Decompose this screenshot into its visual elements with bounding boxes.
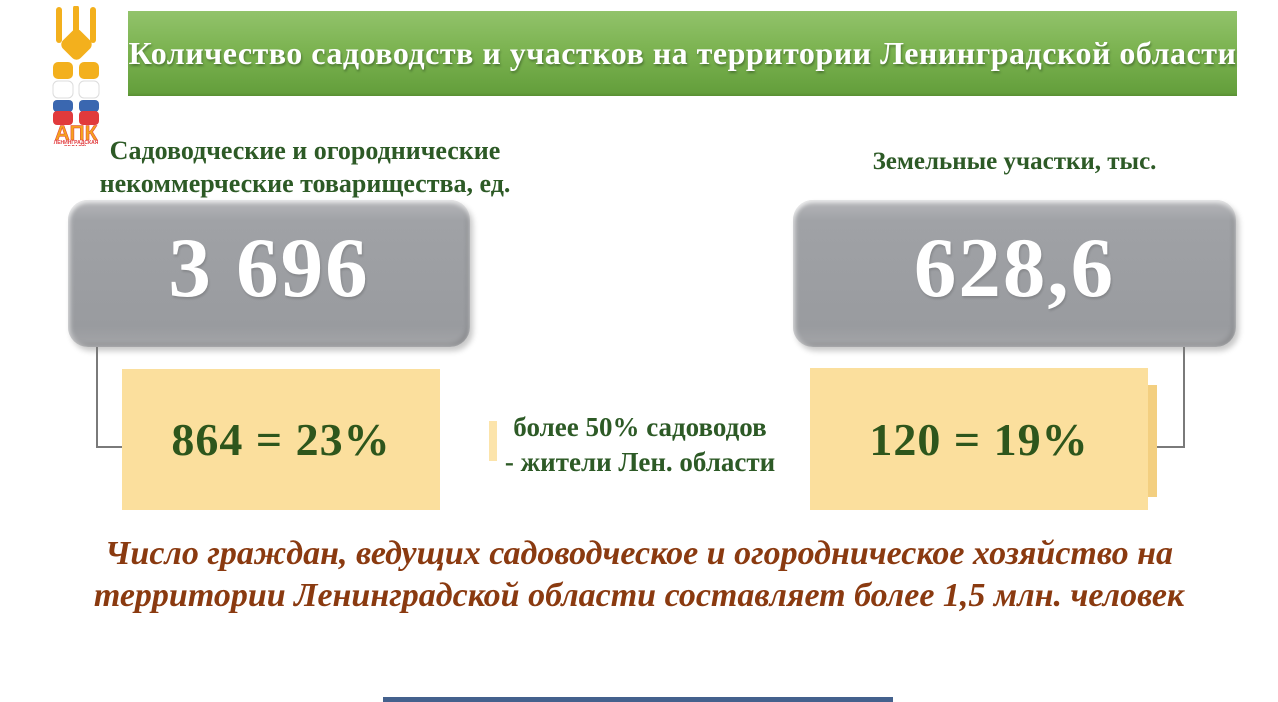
right-value: 628,6: [913, 220, 1116, 315]
center-note-line2: - жители Лен. области: [504, 447, 776, 478]
footer-note-line1: Число граждан, ведущих садоводческое и о…: [105, 535, 1173, 572]
footer-note: Число граждан, ведущих садоводческое и о…: [89, 533, 1189, 617]
center-note: более 50% садоводов - жители Лен. област…: [455, 410, 825, 480]
left-value: 3 696: [168, 220, 370, 315]
bottom-bar: [383, 697, 893, 702]
page-title: Количество садоводств и участков на терр…: [128, 35, 1237, 71]
left-highlight-value: 864 = 23%: [171, 414, 391, 465]
center-note-line1: более 50% садоводов: [513, 412, 767, 442]
right-connector-horizontal: [1148, 446, 1185, 448]
apk-logo-text: АПК: [55, 122, 98, 145]
right-connector-vertical: [1183, 347, 1185, 448]
left-highlight-accent: [489, 421, 497, 461]
right-column-label: Земельные участки, тыс.: [872, 148, 1157, 175]
wheat-ear-icon: АПК ЛЕНИНГРАДСКАЯ ОБЛАСТЬ: [52, 5, 100, 151]
right-highlight-value: 120 = 19%: [869, 413, 1089, 465]
left-column-label: Садоводческие и огороднические некоммерч…: [99, 136, 511, 199]
left-highlight-box: 864 = 23%: [122, 369, 440, 510]
right-highlight-box: 120 = 19%: [810, 368, 1148, 510]
right-value-box: 628,6: [793, 200, 1236, 347]
footer-note-line2: территории Ленинградской области составл…: [93, 577, 1185, 614]
left-value-box: 3 696: [68, 200, 470, 347]
left-connector-horizontal: [96, 446, 123, 448]
apk-logo-region-line1: ЛЕНИНГРАДСКАЯ: [54, 140, 99, 146]
left-connector-vertical: [96, 347, 98, 448]
header-banner: Количество садоводств и участков на терр…: [128, 11, 1237, 96]
apk-logo: АПК ЛЕНИНГРАДСКАЯ ОБЛАСТЬ: [28, 5, 124, 151]
